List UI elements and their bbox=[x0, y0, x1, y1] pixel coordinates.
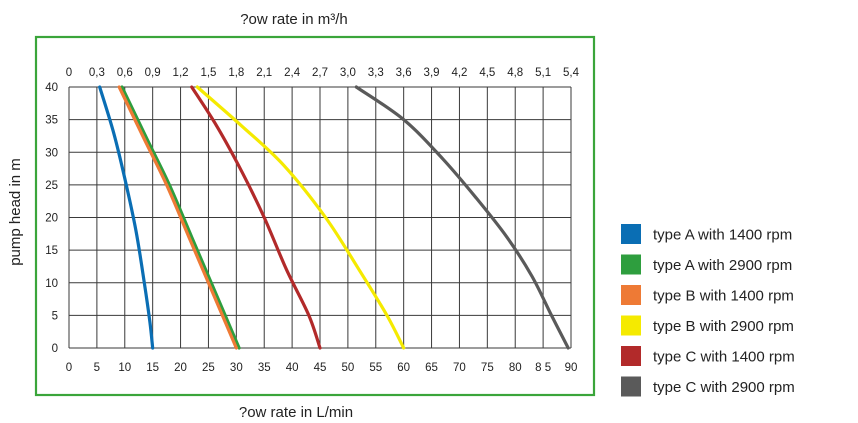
top-axis-ticks: 0 0,3 0,6 0,9 1,2 1,5 1,8 2,1 2,4 2,7 3,0 3,3 3,6 3,9… bbox=[66, 67, 580, 79]
series-line-5 bbox=[190, 85, 322, 350]
y-tick-label: 0 bbox=[52, 343, 58, 355]
x-tick-label: 15 bbox=[146, 362, 159, 374]
legend: type A with 1400 rpm type A with 2900 rpm… bbox=[621, 224, 795, 397]
top-tick-label: 5,1 bbox=[535, 67, 551, 79]
top-tick-label: 4,5 bbox=[479, 67, 495, 79]
y-tick-label: 40 bbox=[45, 82, 58, 94]
legend-swatch bbox=[621, 315, 641, 336]
x-tick-label: 40 bbox=[286, 362, 299, 374]
legend-swatch bbox=[621, 254, 641, 275]
x-axis-title: ?ow rate in L/min bbox=[239, 404, 353, 421]
series-line-6 bbox=[354, 85, 570, 350]
series-line-3 bbox=[117, 85, 238, 350]
top-tick-label: 5,4 bbox=[563, 67, 580, 79]
x-tick-label: 35 bbox=[258, 362, 271, 374]
top-tick-label: 4,8 bbox=[507, 67, 523, 79]
top-tick-label: 2,7 bbox=[312, 67, 328, 79]
top-tick-label: 3,0 bbox=[340, 67, 356, 79]
x-tick-label: 0 bbox=[66, 362, 72, 374]
x-tick-label: 70 bbox=[453, 362, 466, 374]
legend-label: type B with 1400 rpm bbox=[653, 288, 794, 305]
top-tick-label: 3,9 bbox=[424, 67, 440, 79]
x-tick-label: 80 bbox=[509, 362, 522, 374]
y-tick-label: 10 bbox=[45, 278, 58, 290]
y-axis-title: pump head in m bbox=[7, 158, 24, 266]
top-tick-label: 2,4 bbox=[284, 67, 301, 79]
top-tick-label: 0,3 bbox=[89, 67, 105, 79]
x-tick-label: 8 5 bbox=[535, 362, 551, 374]
top-tick-label: 3,3 bbox=[368, 67, 384, 79]
x-tick-label: 90 bbox=[565, 362, 578, 374]
top-tick-label: 2,1 bbox=[256, 67, 272, 79]
x-tick-label: 10 bbox=[118, 362, 131, 374]
y-tick-label: 20 bbox=[45, 213, 58, 225]
legend-label: type C with 2900 rpm bbox=[653, 379, 795, 396]
x-tick-label: 20 bbox=[174, 362, 187, 374]
x-tick-label: 50 bbox=[341, 362, 354, 374]
y-tick-label: 5 bbox=[52, 310, 58, 322]
series-line-4 bbox=[195, 85, 406, 350]
grid bbox=[68, 86, 572, 349]
legend-label: type B with 2900 rpm bbox=[653, 318, 794, 335]
legend-swatch bbox=[621, 285, 641, 305]
top-tick-label: 3,6 bbox=[396, 67, 412, 79]
top-tick-label: 1,8 bbox=[228, 67, 244, 79]
x-tick-label: 5 bbox=[94, 362, 100, 374]
x-tick-label: 25 bbox=[202, 362, 215, 374]
series-line-1 bbox=[98, 85, 155, 350]
x-axis-ticks: 0 5 10 15 20 25 30 35 40 45 50 55 60 65 70 75 80 8 5 90 bbox=[66, 362, 578, 374]
series-group bbox=[98, 85, 570, 350]
legend-swatch bbox=[621, 346, 641, 366]
x-tick-label: 30 bbox=[230, 362, 243, 374]
x-tick-label: 55 bbox=[369, 362, 382, 374]
top-tick-label: 0,9 bbox=[145, 67, 161, 79]
x-tick-label: 65 bbox=[425, 362, 438, 374]
top-tick-label: 1,2 bbox=[173, 67, 189, 79]
legend-swatch bbox=[621, 376, 641, 397]
top-axis-title: ?ow rate in m³/h bbox=[240, 11, 348, 28]
y-tick-label: 25 bbox=[45, 180, 58, 192]
y-tick-label: 30 bbox=[45, 147, 58, 159]
legend-label: type A with 1400 rpm bbox=[653, 227, 792, 244]
x-tick-label: 45 bbox=[314, 362, 327, 374]
legend-swatch bbox=[621, 224, 641, 244]
top-tick-label: 4,2 bbox=[451, 67, 467, 79]
plot-frame bbox=[34, 35, 596, 397]
legend-label: type C with 1400 rpm bbox=[653, 349, 795, 366]
y-tick-label: 15 bbox=[45, 245, 58, 257]
x-tick-label: 60 bbox=[397, 362, 410, 374]
legend-label: type A with 2900 rpm bbox=[653, 257, 792, 274]
top-tick-label: 1,5 bbox=[200, 67, 216, 79]
series-line-2 bbox=[120, 85, 241, 350]
top-tick-label: 0,6 bbox=[117, 67, 133, 79]
top-tick-label: 0 bbox=[66, 67, 72, 79]
x-tick-label: 75 bbox=[481, 362, 494, 374]
y-tick-label: 35 bbox=[45, 115, 58, 127]
y-axis-ticks: 0 5 10 15 20 25 30 35 40 bbox=[45, 82, 58, 355]
